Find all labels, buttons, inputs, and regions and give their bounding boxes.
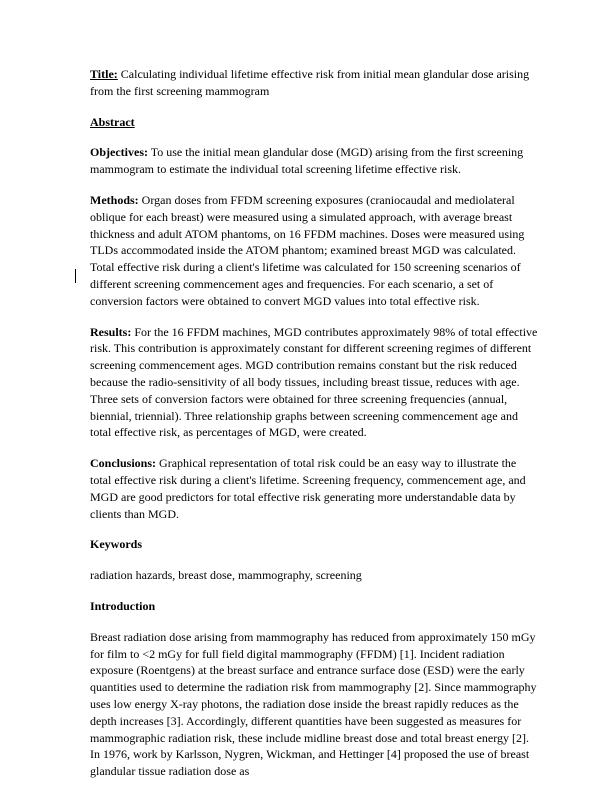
conclusions-text: Graphical representation of total risk c… [90, 456, 526, 520]
conclusions-paragraph: Conclusions: Graphical representation of… [90, 455, 540, 522]
results-paragraph: Results: For the 16 FFDM machines, MGD c… [90, 324, 540, 442]
results-text: For the 16 FFDM machines, MGD contribute… [90, 325, 537, 440]
abstract-heading: Abstract [90, 114, 540, 131]
methods-label: Methods: [90, 193, 139, 207]
introduction-heading: Introduction [90, 598, 540, 615]
revision-marker [75, 269, 76, 283]
title-label: Title: [90, 67, 118, 81]
objectives-text: To use the initial mean glandular dose (… [90, 145, 523, 176]
title-paragraph: Title: Calculating individual lifetime e… [90, 66, 540, 100]
results-label: Results: [90, 325, 131, 339]
keywords-text: radiation hazards, breast dose, mammogra… [90, 567, 540, 584]
methods-paragraph: Methods: Organ doses from FFDM screening… [90, 192, 540, 310]
title-text: Calculating individual lifetime effectiv… [90, 67, 529, 98]
introduction-text: Breast radiation dose arising from mammo… [90, 629, 540, 780]
methods-text: Organ doses from FFDM screening exposure… [90, 193, 524, 308]
conclusions-label: Conclusions: [90, 456, 156, 470]
objectives-label: Objectives: [90, 145, 148, 159]
keywords-heading: Keywords [90, 536, 540, 553]
objectives-paragraph: Objectives: To use the initial mean glan… [90, 144, 540, 178]
